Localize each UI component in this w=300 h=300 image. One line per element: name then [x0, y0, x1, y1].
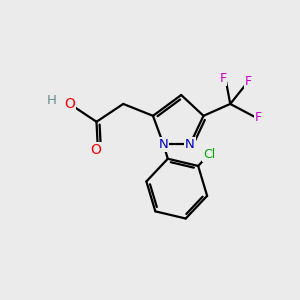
Text: N: N [185, 138, 195, 151]
Text: H: H [46, 94, 56, 107]
Text: O: O [90, 143, 101, 157]
Text: F: F [244, 75, 252, 88]
Text: Cl: Cl [203, 148, 215, 160]
Text: F: F [255, 111, 262, 124]
Text: F: F [219, 72, 226, 85]
Text: N: N [158, 138, 168, 151]
Text: O: O [64, 97, 75, 111]
